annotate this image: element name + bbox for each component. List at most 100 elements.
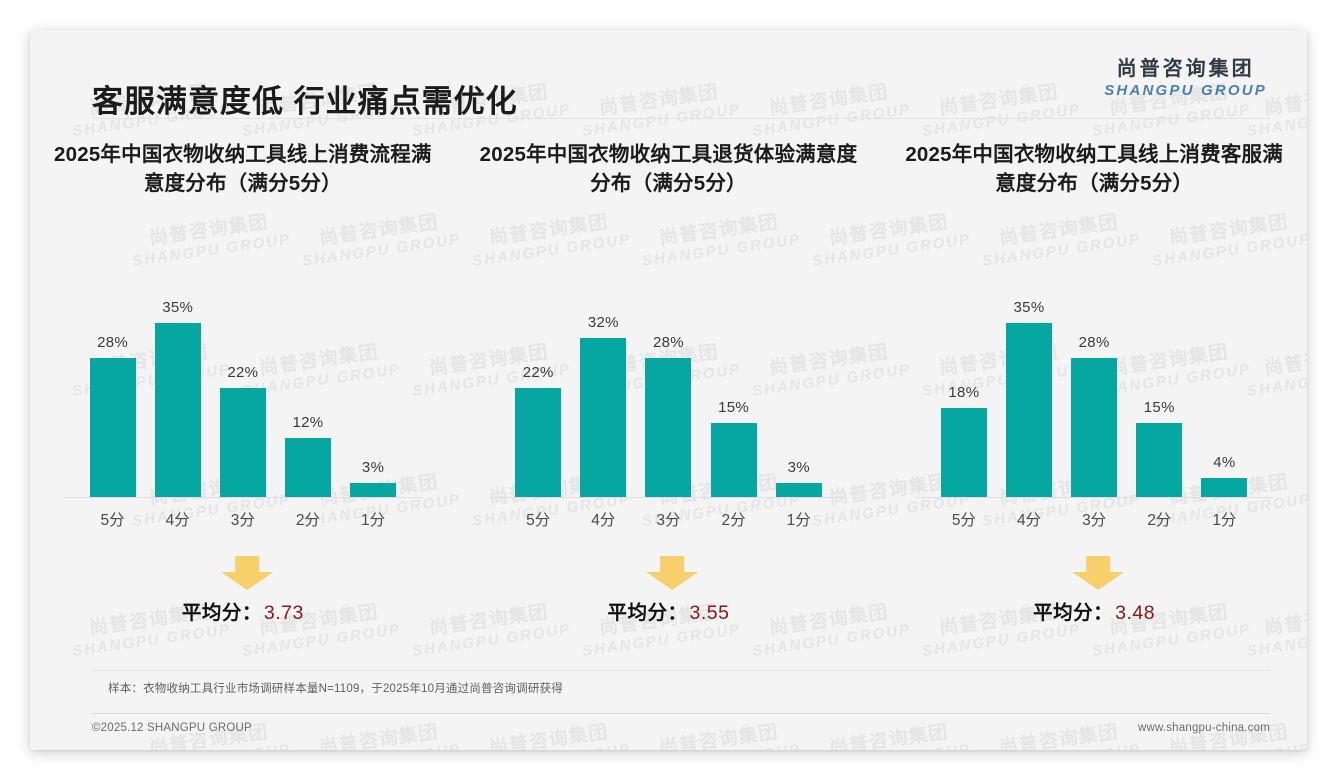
x-axis-tick-label: 3分 (230, 512, 255, 529)
down-arrow-icon (220, 556, 273, 590)
x-axis-labels: 5分 4分 3分 2分 1分 (895, 508, 1293, 530)
average-score-label: 平均分： (181, 602, 262, 624)
x-axis-tick-label: 2分 (295, 512, 320, 529)
x-axis-line (489, 497, 848, 498)
bar-item[interactable]: 22% (506, 268, 571, 498)
bar-value-label: 3% (361, 459, 385, 476)
bar-value-label: 28% (1078, 334, 1110, 351)
average-score-block: 平均分： 3.48 (895, 556, 1293, 634)
sample-footnote: 样本：衣物收纳工具行业市场调研样本量N=1109，于2025年10月通过尚普咨询… (108, 683, 563, 695)
bar[interactable] (1071, 358, 1118, 498)
page-title: 客服满意度低 行业痛点需优化 (92, 84, 518, 119)
bar[interactable] (775, 483, 822, 498)
bar-item[interactable]: 35% (145, 268, 210, 498)
x-axis-tick-label: 2分 (721, 512, 746, 529)
bar-value-label: 32% (587, 314, 619, 331)
bar[interactable] (645, 358, 692, 498)
bar-value-label: 15% (718, 399, 750, 416)
bar-value-label: 35% (162, 299, 194, 316)
down-arrow-icon (646, 556, 699, 590)
bar[interactable] (1201, 478, 1248, 498)
footer-divider (92, 713, 1270, 714)
bar[interactable] (89, 358, 136, 498)
chart-plot-area: 18% 35% 28% 15% 4% (895, 268, 1293, 498)
bar-value-label: 15% (1143, 399, 1175, 416)
logo-chinese-name: 尚普咨询集团 (1116, 58, 1255, 80)
average-score-label: 平均分： (1033, 602, 1114, 624)
x-axis-line (64, 497, 422, 498)
chart-plot-area: 22% 32% 28% 15% 3% (470, 268, 868, 498)
x-axis-labels: 5分 4分 3分 2分 1分 (470, 508, 868, 530)
footnote-divider (92, 670, 1270, 671)
bar[interactable] (515, 388, 562, 498)
down-arrow-icon (1072, 556, 1125, 590)
bar-item[interactable]: 18% (931, 268, 996, 498)
bar-item[interactable]: 15% (701, 268, 766, 498)
logo-english-name: SHANGPU GROUP (1104, 82, 1267, 99)
average-score-block: 平均分： 3.55 (470, 556, 868, 634)
x-axis-tick-label: 3分 (1082, 512, 1107, 529)
bar-item[interactable]: 28% (636, 268, 701, 498)
x-axis-tick-label: 5分 (100, 512, 125, 529)
x-axis-tick-label: 5分 (951, 512, 976, 529)
bar-value-label: 22% (227, 364, 259, 381)
bar-item[interactable]: 32% (571, 268, 636, 498)
average-score-value: 3.73 (263, 602, 304, 624)
chart-panel-1: 2025年中国衣物收纳工具线上消费流程满意度分布（满分5分） 28% 35% 22% 1… (30, 140, 456, 634)
bar-value-label: 4% (1213, 454, 1236, 471)
x-axis-tick-label: 3分 (656, 512, 681, 529)
bar[interactable] (940, 408, 987, 498)
x-axis-tick-label: 5分 (526, 512, 551, 529)
average-score-label: 平均分： (607, 602, 688, 624)
x-axis-tick-label: 4分 (165, 512, 190, 529)
copyright-text: ©2025.12 SHANGPU GROUP (92, 722, 252, 734)
x-axis-tick-label: 2分 (1147, 512, 1172, 529)
bar-value-label: 28% (97, 334, 129, 351)
x-axis-line (915, 497, 1273, 498)
header-divider (92, 118, 1270, 119)
chart-plot-area: 28% 35% 22% 12% 3% (44, 268, 442, 498)
bar-item[interactable]: 3% (766, 268, 831, 498)
bar[interactable] (580, 338, 627, 498)
average-score-text: 平均分： 3.48 (895, 596, 1293, 625)
bar[interactable] (1136, 423, 1183, 498)
charts-row: 2025年中国衣物收纳工具线上消费流程满意度分布（满分5分） 28% 35% 22% 1… (30, 140, 1307, 634)
bar-group: 22% 32% 28% 15% 3% (506, 268, 832, 498)
bar-item[interactable]: 22% (210, 268, 275, 498)
bar-value-label: 28% (653, 334, 684, 351)
bar-group: 18% 35% 28% 15% 4% (931, 268, 1257, 498)
bar-item[interactable]: 12% (275, 268, 340, 498)
bar-value-label: 12% (292, 414, 324, 431)
x-axis-tick-label: 4分 (591, 512, 616, 529)
website-link[interactable]: www.shangpu-china.com (1137, 722, 1270, 734)
bar[interactable] (284, 438, 331, 498)
bar-item[interactable]: 28% (1062, 268, 1127, 498)
average-score-block: 平均分： 3.73 (44, 556, 442, 634)
company-logo: 尚普咨询集团 SHANGPU GROUP (1104, 58, 1267, 100)
bar[interactable] (710, 423, 757, 498)
bar-item[interactable]: 15% (1127, 268, 1192, 498)
bar-item[interactable]: 35% (996, 268, 1061, 498)
bar[interactable] (1006, 323, 1052, 498)
bar[interactable] (219, 388, 266, 498)
bar-group: 28% 35% 22% 12% 3% (80, 268, 406, 498)
bar-value-label: 3% (787, 459, 810, 476)
bar-value-label: 22% (522, 364, 554, 381)
slide-footer: ©2025.12 SHANGPU GROUP www.shangpu-china… (92, 722, 1270, 734)
x-axis-labels: 5分 4分 3分 2分 1分 (44, 508, 442, 530)
average-score-text: 平均分： 3.73 (44, 596, 442, 625)
chart-title: 2025年中国衣物收纳工具线上消费流程满意度分布（满分5分） (54, 143, 432, 196)
average-score-text: 平均分： 3.55 (470, 596, 868, 625)
bar-item[interactable]: 3% (341, 268, 406, 498)
average-score-value: 3.48 (1115, 602, 1156, 624)
bar-item[interactable]: 28% (80, 268, 145, 498)
x-axis-tick-label: 4分 (1016, 512, 1042, 529)
chart-title: 2025年中国衣物收纳工具退货体验满意度分布（满分5分） (479, 143, 858, 196)
bar[interactable] (350, 483, 397, 498)
bar-item[interactable]: 4% (1192, 268, 1257, 498)
chart-panel-3: 2025年中国衣物收纳工具线上消费客服满意度分布（满分5分） 18% 35% 28% 1… (881, 140, 1307, 634)
x-axis-tick-label: 1分 (1212, 512, 1237, 529)
bar[interactable] (154, 323, 201, 498)
bar-value-label: 18% (948, 384, 980, 401)
